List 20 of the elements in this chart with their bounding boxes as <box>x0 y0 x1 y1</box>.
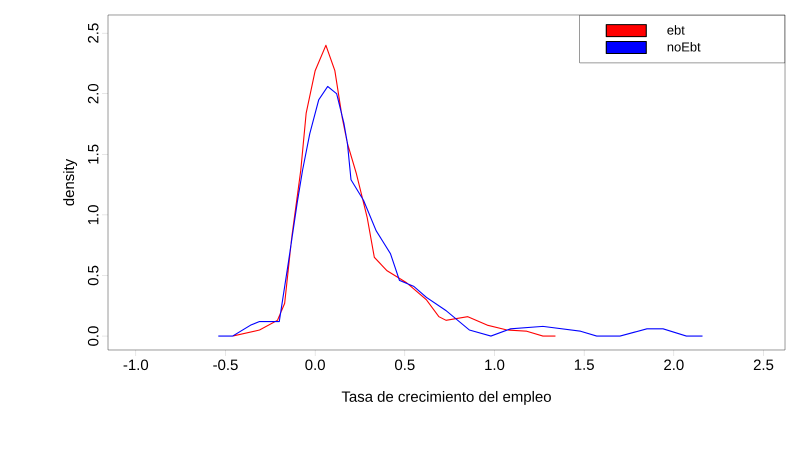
legend-label: noEbt <box>668 42 701 52</box>
x-tick-label: -0.5 <box>213 360 238 370</box>
x-tick-label: 0.5 <box>395 360 415 370</box>
x-axis-title: Tasa de crecimiento del empleo <box>342 390 551 405</box>
x-tick-label: 1.5 <box>574 360 594 370</box>
x-tick-label: -1.0 <box>124 360 148 370</box>
x-tick-label: 1.0 <box>485 360 504 370</box>
x-tick-label: 2.5 <box>754 360 774 370</box>
y-tick-label: 2.0 <box>88 84 98 104</box>
y-tick-label: 1.0 <box>88 205 98 224</box>
y-tick-label: 2.5 <box>88 23 98 43</box>
y-tick-label: 1.5 <box>88 144 98 164</box>
y-axis-title: density <box>63 158 78 206</box>
line-series <box>218 86 704 337</box>
x-tick-label: 2.0 <box>664 360 684 370</box>
y-tick-label: 0.5 <box>88 266 98 286</box>
legend-label: ebt <box>667 25 685 35</box>
x-tick-label: 0.0 <box>305 360 325 370</box>
y-tick-label: 0.0 <box>88 326 98 346</box>
line-series <box>232 44 556 337</box>
